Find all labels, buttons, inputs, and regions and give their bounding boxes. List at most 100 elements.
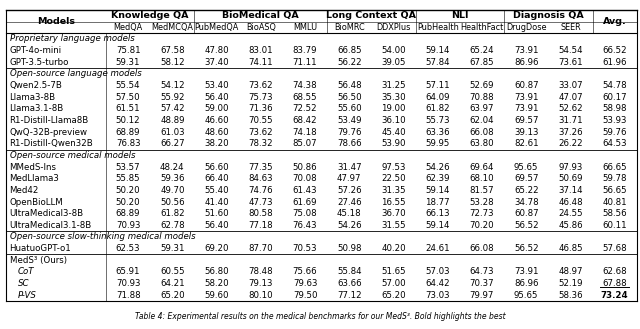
Text: CoT: CoT <box>18 267 35 276</box>
Text: 56.52: 56.52 <box>514 221 538 230</box>
Text: 66.65: 66.65 <box>602 163 627 172</box>
Text: 79.76: 79.76 <box>337 128 362 137</box>
Text: 59.00: 59.00 <box>204 104 229 114</box>
Text: 50.56: 50.56 <box>160 197 185 207</box>
Text: 57.84: 57.84 <box>426 58 450 67</box>
Text: 62.53: 62.53 <box>116 244 140 253</box>
Text: 50.86: 50.86 <box>292 163 317 172</box>
Text: 66.40: 66.40 <box>204 174 229 183</box>
Text: 26.22: 26.22 <box>558 139 583 148</box>
Text: 73.91: 73.91 <box>514 267 538 276</box>
Text: 67.58: 67.58 <box>160 46 185 55</box>
Text: 71.88: 71.88 <box>116 291 140 300</box>
Text: 57.11: 57.11 <box>426 81 450 90</box>
Text: 55.92: 55.92 <box>160 93 184 102</box>
Text: MedLlama3: MedLlama3 <box>10 174 60 183</box>
Text: DrugDose: DrugDose <box>506 23 547 32</box>
Text: 66.13: 66.13 <box>426 209 450 218</box>
Text: MedMCQA: MedMCQA <box>152 23 193 32</box>
Text: 24.61: 24.61 <box>426 244 450 253</box>
Text: SEER: SEER <box>560 23 580 32</box>
Text: 63.66: 63.66 <box>337 279 362 288</box>
Text: 53.57: 53.57 <box>116 163 140 172</box>
Text: 64.53: 64.53 <box>602 139 627 148</box>
Text: 56.80: 56.80 <box>204 267 229 276</box>
Text: 38.20: 38.20 <box>204 139 229 148</box>
Text: 58.98: 58.98 <box>602 104 627 114</box>
Text: 36.10: 36.10 <box>381 116 406 125</box>
Text: 55.60: 55.60 <box>337 104 362 114</box>
Text: 64.09: 64.09 <box>426 93 450 102</box>
Text: 52.19: 52.19 <box>558 279 582 288</box>
Text: 60.87: 60.87 <box>514 81 538 90</box>
Text: 46.60: 46.60 <box>204 116 229 125</box>
Text: 79.13: 79.13 <box>248 279 273 288</box>
Text: 45.86: 45.86 <box>558 221 583 230</box>
Text: Med42: Med42 <box>10 186 39 195</box>
Text: 83.79: 83.79 <box>293 46 317 55</box>
Text: 61.96: 61.96 <box>602 58 627 67</box>
Text: 57.50: 57.50 <box>116 93 140 102</box>
Text: 80.58: 80.58 <box>248 209 273 218</box>
Text: 55.73: 55.73 <box>426 116 450 125</box>
Text: 87.70: 87.70 <box>248 244 273 253</box>
Text: 66.08: 66.08 <box>470 128 494 137</box>
Text: 65.22: 65.22 <box>514 186 538 195</box>
Text: 61.82: 61.82 <box>426 104 450 114</box>
Text: 67.85: 67.85 <box>470 58 494 67</box>
Text: 50.98: 50.98 <box>337 244 362 253</box>
Text: 59.78: 59.78 <box>602 174 627 183</box>
Text: NLI: NLI <box>451 11 468 20</box>
Text: 77.18: 77.18 <box>248 221 273 230</box>
Text: 77.35: 77.35 <box>248 163 273 172</box>
Text: 86.96: 86.96 <box>514 279 538 288</box>
Text: 95.65: 95.65 <box>514 163 538 172</box>
Text: 66.85: 66.85 <box>337 46 362 55</box>
Text: 55.54: 55.54 <box>116 81 140 90</box>
Text: 53.28: 53.28 <box>470 197 494 207</box>
Text: BioMedical QA: BioMedical QA <box>223 11 299 20</box>
Text: 60.11: 60.11 <box>602 221 627 230</box>
Text: 56.50: 56.50 <box>337 93 362 102</box>
Text: 63.80: 63.80 <box>470 139 494 148</box>
Text: HealthFact: HealthFact <box>460 23 504 32</box>
Text: 66.27: 66.27 <box>160 139 185 148</box>
Text: BioASQ: BioASQ <box>246 23 276 32</box>
Text: 18.77: 18.77 <box>426 197 450 207</box>
Text: 78.66: 78.66 <box>337 139 362 148</box>
Text: 59.31: 59.31 <box>116 58 140 67</box>
Text: PubMedQA: PubMedQA <box>195 23 239 32</box>
Text: P-VS: P-VS <box>18 291 36 300</box>
Text: 74.18: 74.18 <box>292 128 317 137</box>
Text: 58.12: 58.12 <box>160 58 185 67</box>
Text: 59.36: 59.36 <box>160 174 184 183</box>
Text: 50.12: 50.12 <box>116 116 140 125</box>
Text: 56.22: 56.22 <box>337 58 362 67</box>
Text: 54.54: 54.54 <box>558 46 583 55</box>
Text: Llama3-8B: Llama3-8B <box>10 93 56 102</box>
Text: 31.35: 31.35 <box>381 186 406 195</box>
Text: UltraMedical3.1-8B: UltraMedical3.1-8B <box>10 221 92 230</box>
Text: 67.88: 67.88 <box>602 279 627 288</box>
Text: 65.20: 65.20 <box>381 291 406 300</box>
Text: 84.63: 84.63 <box>248 174 273 183</box>
Text: 79.63: 79.63 <box>293 279 317 288</box>
Text: 47.07: 47.07 <box>558 93 583 102</box>
Text: 59.14: 59.14 <box>426 221 450 230</box>
Text: 51.65: 51.65 <box>381 267 406 276</box>
Text: 75.08: 75.08 <box>292 209 317 218</box>
Text: 63.36: 63.36 <box>426 128 450 137</box>
Text: 71.11: 71.11 <box>292 58 317 67</box>
Text: 60.55: 60.55 <box>160 267 185 276</box>
Text: 73.24: 73.24 <box>601 291 628 300</box>
Text: Open-source slow-thinking medical models: Open-source slow-thinking medical models <box>10 233 195 241</box>
Text: 75.81: 75.81 <box>116 46 140 55</box>
Text: 68.42: 68.42 <box>292 116 317 125</box>
Text: 64.42: 64.42 <box>426 279 450 288</box>
Text: 86.96: 86.96 <box>514 58 538 67</box>
Text: 33.07: 33.07 <box>558 81 583 90</box>
Text: 46.85: 46.85 <box>558 244 583 253</box>
Text: SC: SC <box>18 279 29 288</box>
Text: 73.91: 73.91 <box>514 46 538 55</box>
Text: 54.78: 54.78 <box>602 81 627 90</box>
